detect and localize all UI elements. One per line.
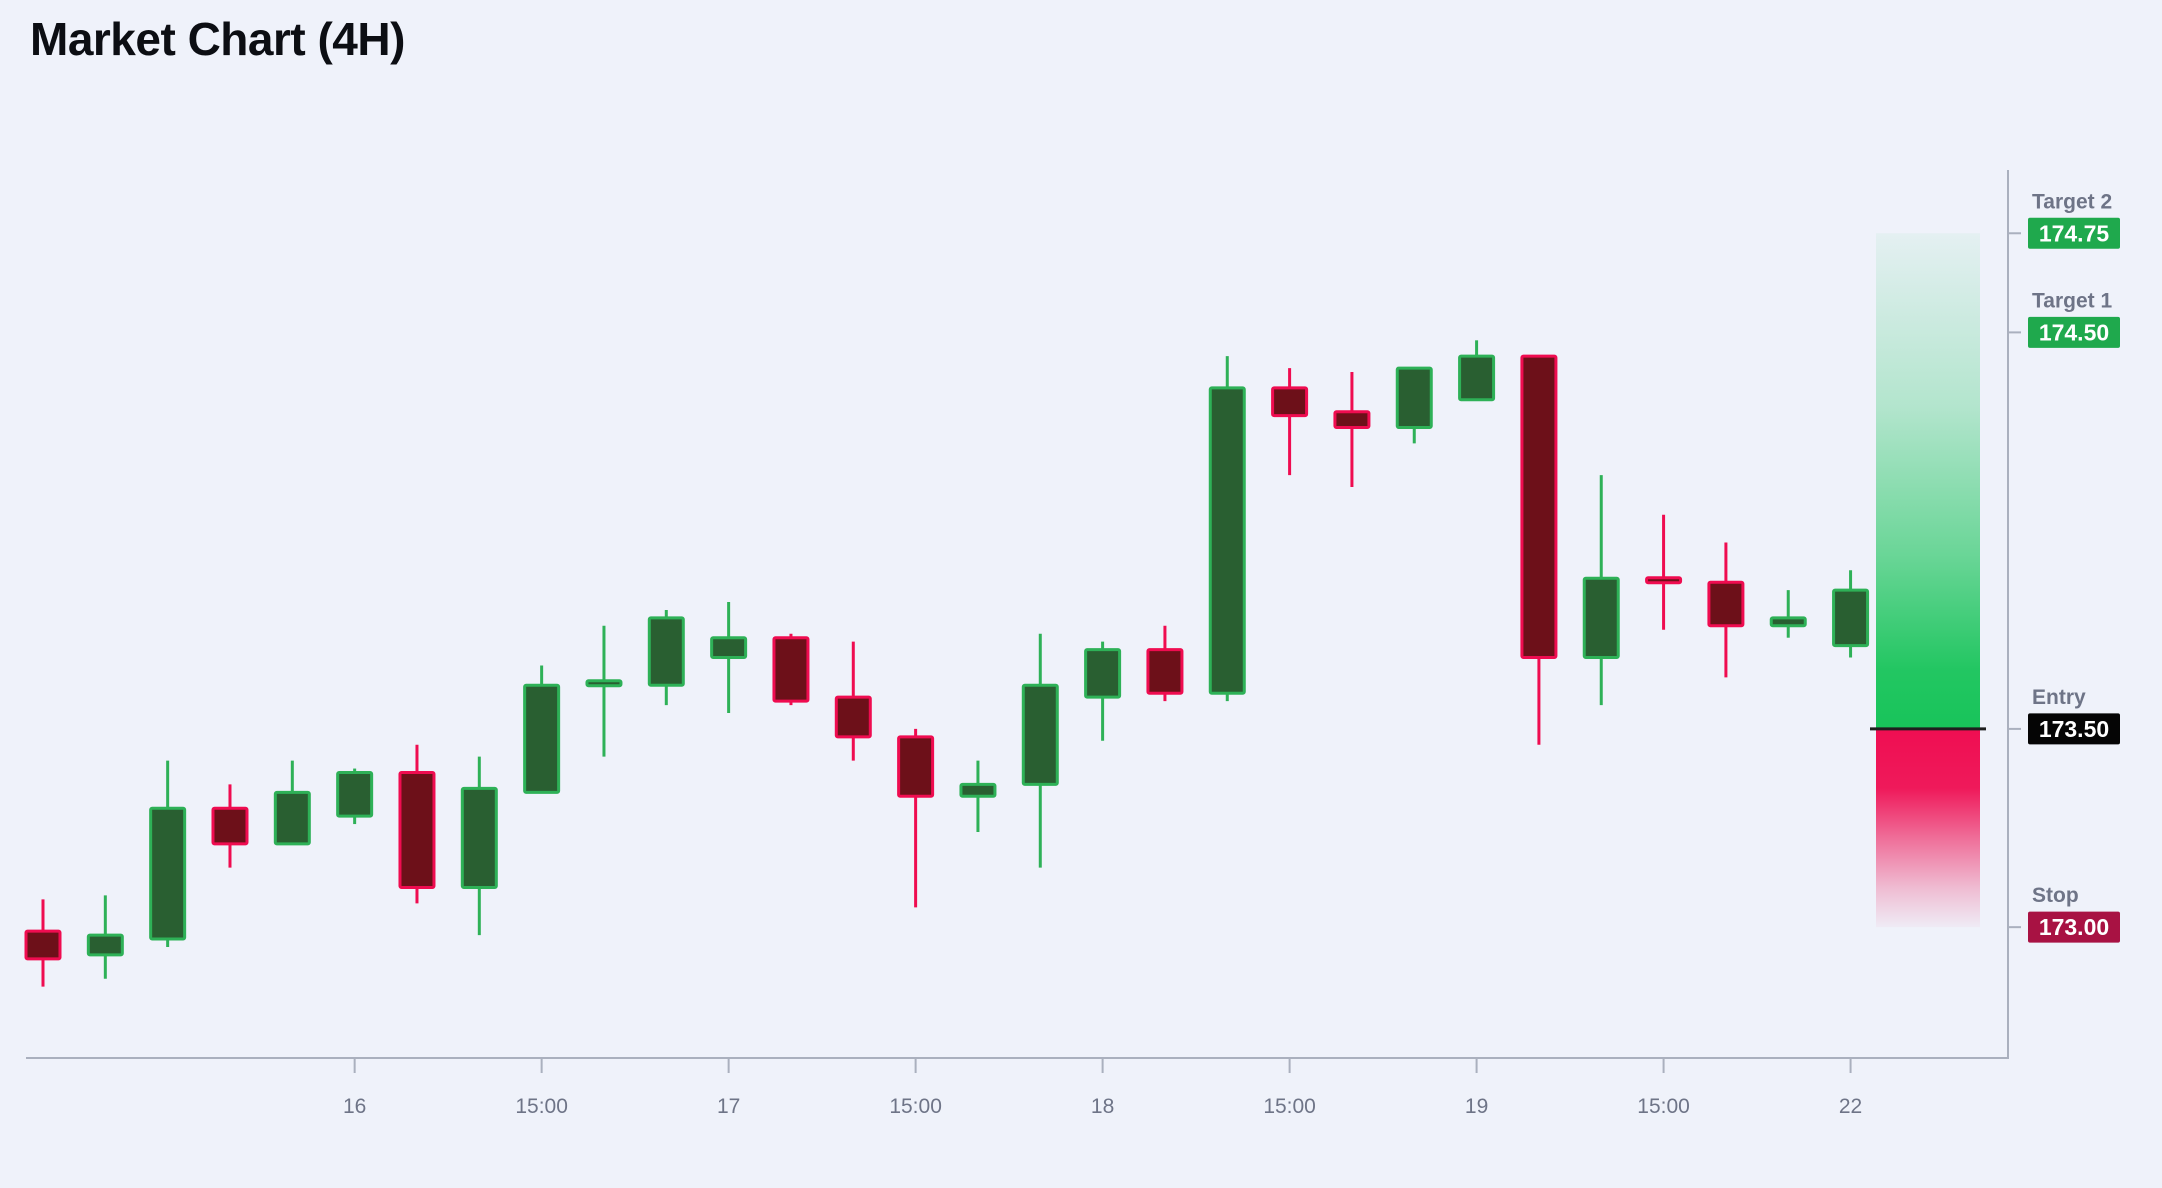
candle-body [647,616,685,687]
candle-down [772,633,810,706]
candle-down [24,899,62,987]
x-axis-tick-label: 22 [1839,1095,1862,1118]
candle-body [398,771,436,890]
candle-up [710,602,748,714]
level-name-entry: Entry [2032,686,2086,709]
candle-body [1769,616,1807,628]
candle-up [959,760,997,832]
candle-up [1208,356,1246,702]
level-price-badge-entry [2028,713,2120,745]
candle-body [1832,588,1870,648]
candle-down [1520,354,1558,745]
candle-body [460,786,498,890]
candle-body [1084,648,1122,699]
level-price-badge-target [2028,217,2120,249]
candle-body [710,636,748,660]
candle-up [585,625,623,757]
candle-down [1271,368,1309,476]
x-axis-tick-label: 18 [1091,1095,1114,1118]
candle-down [211,784,249,868]
candle-down [1645,514,1683,630]
candle-down [1707,542,1745,678]
candle-body [834,695,872,739]
x-axis-tick-label: 15:00 [515,1095,568,1118]
candle-up [1582,475,1620,706]
candle-up [1084,641,1122,741]
candle-body [149,806,187,941]
candle-down [398,744,436,904]
candle-body [1208,386,1246,695]
candle-body [1458,354,1496,402]
candle-body [1395,366,1433,430]
candle-down [1333,372,1371,488]
candle-body [1333,410,1371,430]
candle-up [523,665,561,794]
candle-down [897,728,935,908]
level-price-badge-stop [2028,911,2120,943]
candle-body [24,929,62,961]
level-name-stop: Stop [2032,884,2079,907]
candle-body [273,790,311,846]
x-axis-tick-label: 15:00 [1263,1095,1316,1118]
candle-up [1458,340,1496,402]
candle-up [336,768,374,825]
x-axis-tick-label: 15:00 [889,1095,942,1118]
candle-up [1769,590,1807,638]
x-axis-tick-label: 15:00 [1637,1095,1690,1118]
loss-zone [1876,728,1980,928]
candle-body [959,782,997,798]
candle-body [772,636,810,703]
x-axis-tick-label: 17 [717,1095,740,1118]
candle-down [834,641,872,761]
candle-up [1395,366,1433,444]
level-price-value: 174.50 [2039,319,2109,345]
candle-body [1271,386,1309,418]
candle-body [211,806,249,846]
candle-up [1021,633,1059,868]
candle-body [336,771,374,818]
candle-body [1645,576,1683,585]
candle-body [1707,580,1745,628]
candle-up [460,756,498,936]
candle-up [1832,570,1870,658]
level-name-target: Target 1 [2032,289,2112,312]
x-axis-tick-label: 19 [1465,1095,1488,1118]
candle-body [523,683,561,794]
x-axis-tick-label: 16 [343,1095,366,1118]
candle-body [1146,648,1184,695]
level-price-value: 173.00 [2039,914,2109,940]
candle-up [273,760,311,846]
candle-body [1021,683,1059,786]
candle-body [1582,576,1620,660]
level-price-value: 174.75 [2039,220,2110,246]
candle-up [149,760,187,947]
candle-body [897,735,935,798]
candle-body [1520,354,1558,660]
candle-body [585,679,623,688]
candle-body [86,933,124,957]
candle-down [1146,625,1184,702]
level-price-badge-target [2028,316,2120,348]
page-title: Market Chart (4H) [30,13,405,65]
level-name-target: Target 2 [2032,190,2112,213]
candle-up [86,895,124,979]
profit-zone [1876,233,1980,729]
candle-up [647,609,685,706]
level-price-value: 173.50 [2039,716,2109,742]
